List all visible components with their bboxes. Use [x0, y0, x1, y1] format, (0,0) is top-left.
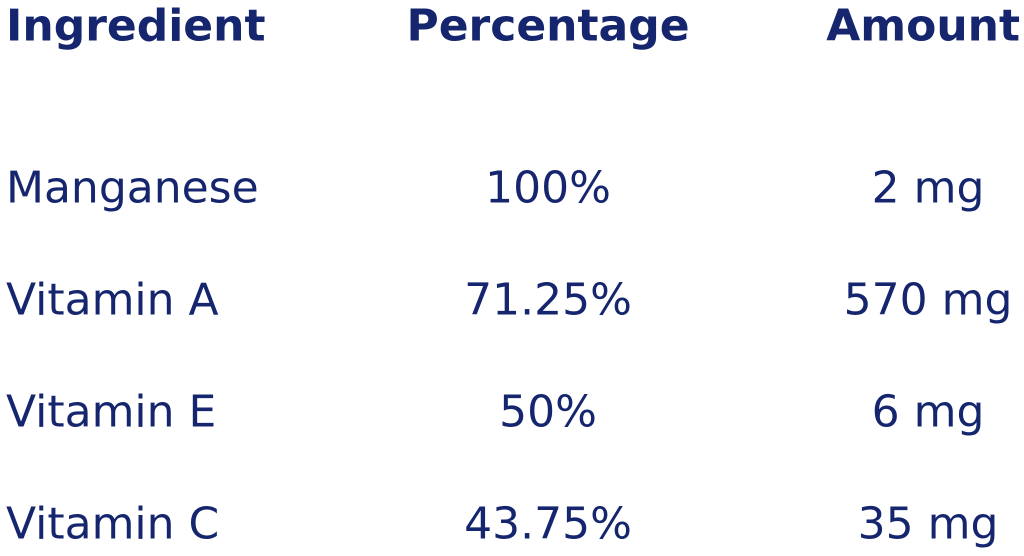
header-cell: Ingredient: [6, 0, 266, 52]
table-cell: 570 mg: [843, 274, 1013, 326]
table-cell: Vitamin A: [6, 274, 219, 326]
header-cell: Percentage: [406, 0, 690, 52]
header-cell: Amount: [826, 0, 1020, 52]
table-cell: Vitamin C: [6, 498, 220, 550]
table-cell: 43.75%: [464, 498, 632, 550]
table-cell: 50%: [499, 386, 597, 438]
table-cell: Vitamin E: [6, 386, 217, 438]
table-cell: 100%: [485, 162, 611, 214]
table-cell: 6 mg: [871, 386, 985, 438]
table-cell: 35 mg: [857, 498, 999, 550]
table-cell: 71.25%: [464, 274, 632, 326]
table-cell: Manganese: [6, 162, 259, 214]
table-cell: 2 mg: [871, 162, 985, 214]
